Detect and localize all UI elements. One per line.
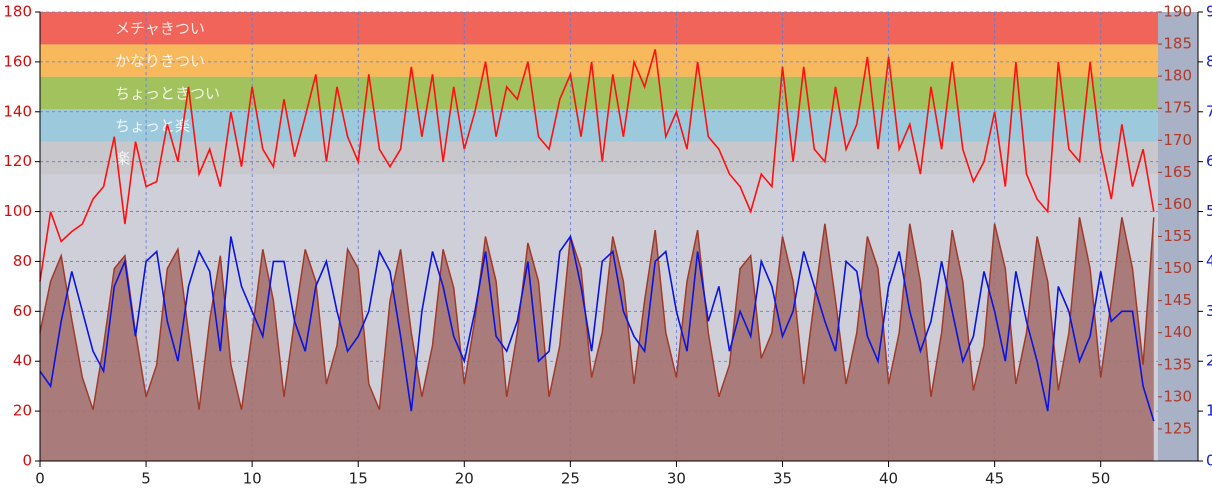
y2-tick-label: 175	[1163, 99, 1192, 117]
y-tick-label: 40	[13, 352, 32, 370]
x-tick-label: 15	[349, 470, 368, 488]
zone-label: ちょっときつい	[115, 85, 220, 103]
x-tick-label: 35	[773, 470, 792, 488]
y2-tick-label: 190	[1163, 3, 1192, 21]
y3-tick-label: 0	[1206, 452, 1212, 470]
y3-tick-label: 60	[1206, 152, 1212, 170]
y3-tick-label: 20	[1206, 352, 1212, 370]
x-tick-label: 10	[243, 470, 262, 488]
y-tick-label: 20	[13, 402, 32, 420]
y2-tick-label: 150	[1163, 259, 1192, 277]
x-tick-label: 30	[667, 470, 686, 488]
area-fill	[40, 217, 1154, 461]
y3-tick-label: 10	[1206, 402, 1212, 420]
y2-tick-label: 145	[1163, 291, 1192, 309]
line	[39, 234, 1155, 422]
plot-end-area	[1158, 12, 1198, 461]
y-tick-label: 180	[3, 3, 32, 21]
zone-label: ちょっと楽	[115, 117, 190, 135]
y2-tick-label: 180	[1163, 67, 1192, 85]
y2-tick-label: 165	[1163, 163, 1192, 181]
y3-tick-label: 90	[1206, 3, 1212, 21]
y2-tick-label: 155	[1163, 227, 1192, 245]
zone-band	[40, 141, 1158, 175]
y-tick-label: 60	[13, 302, 32, 320]
x-tick-label: 45	[985, 470, 1004, 488]
y2-tick-label: 125	[1163, 419, 1192, 437]
y2-tick-label: 160	[1163, 195, 1192, 213]
y2-tick-label: 135	[1163, 355, 1192, 373]
y-tick-label: 80	[13, 252, 32, 270]
y-tick-label: 100	[3, 202, 32, 220]
y-tick-label: 0	[22, 452, 32, 470]
y2-tick-label: 170	[1163, 131, 1192, 149]
x-tick-label: 50	[1091, 470, 1110, 488]
x-tick-label: 5	[141, 470, 151, 488]
zone-label: かなりきつい	[115, 52, 205, 70]
zone-band	[40, 44, 1158, 77]
line	[39, 49, 1155, 282]
y3-tick-label: 40	[1206, 252, 1212, 270]
y2-tick-label: 140	[1163, 323, 1192, 341]
x-tick-label: 0	[35, 470, 45, 488]
y2-tick-label: 130	[1163, 387, 1192, 405]
zone-label: 楽	[115, 149, 130, 167]
y-tick-label: 120	[3, 152, 32, 170]
area-line	[39, 217, 1155, 410]
zone-label: メチャきつい	[115, 20, 205, 38]
y-tick-label: 160	[3, 52, 32, 70]
y3-tick-label: 30	[1206, 302, 1212, 320]
y2-tick-label: 185	[1163, 35, 1192, 53]
y3-tick-label: 70	[1206, 102, 1212, 120]
zone-band	[40, 76, 1158, 110]
y3-tick-label: 50	[1206, 202, 1212, 220]
zone-band	[40, 12, 1158, 45]
y-tick-label: 140	[3, 102, 32, 120]
x-tick-label: 40	[879, 470, 898, 488]
x-tick-label: 20	[455, 470, 474, 488]
x-tick-label: 25	[561, 470, 580, 488]
y3-tick-label: 80	[1206, 52, 1212, 70]
